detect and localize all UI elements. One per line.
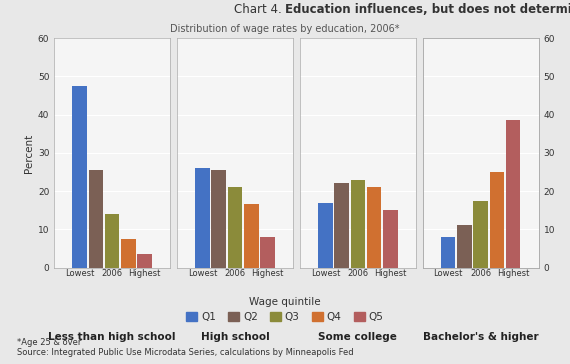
Bar [137, 254, 152, 268]
Bar [88, 170, 103, 268]
Text: Less than high school: Less than high school [48, 332, 176, 342]
Bar [351, 179, 365, 268]
Text: Education influences, but does not determine, wage level: Education influences, but does not deter… [285, 3, 570, 16]
Text: *Age 25 & over: *Age 25 & over [17, 337, 82, 347]
Text: Source: Integrated Public Use Microdata Series, calculations by Minneapolis Fed: Source: Integrated Public Use Microdata … [17, 348, 354, 357]
Text: Bachelor's & higher: Bachelor's & higher [423, 332, 539, 342]
Text: Some college: Some college [319, 332, 397, 342]
Legend: Q1, Q2, Q3, Q4, Q5: Q1, Q2, Q3, Q4, Q5 [182, 308, 388, 326]
Bar [195, 168, 210, 268]
Text: Wage quintile: Wage quintile [249, 297, 321, 306]
Bar [334, 183, 349, 268]
Bar [506, 120, 520, 268]
Bar [211, 170, 226, 268]
Y-axis label: Percent: Percent [23, 133, 34, 173]
Bar [473, 201, 488, 268]
Bar [490, 172, 504, 268]
Bar [227, 187, 242, 268]
Text: Chart 4.: Chart 4. [234, 3, 285, 16]
Text: Distribution of wage rates by education, 2006*: Distribution of wage rates by education,… [170, 24, 400, 34]
Text: High school: High school [201, 332, 270, 342]
Bar [318, 202, 333, 268]
Bar [105, 214, 120, 268]
Bar [260, 237, 275, 268]
Bar [441, 237, 455, 268]
Bar [72, 86, 87, 268]
Bar [457, 225, 472, 268]
Bar [367, 187, 381, 268]
Bar [383, 210, 398, 268]
Bar [121, 239, 136, 268]
Bar [244, 205, 259, 268]
